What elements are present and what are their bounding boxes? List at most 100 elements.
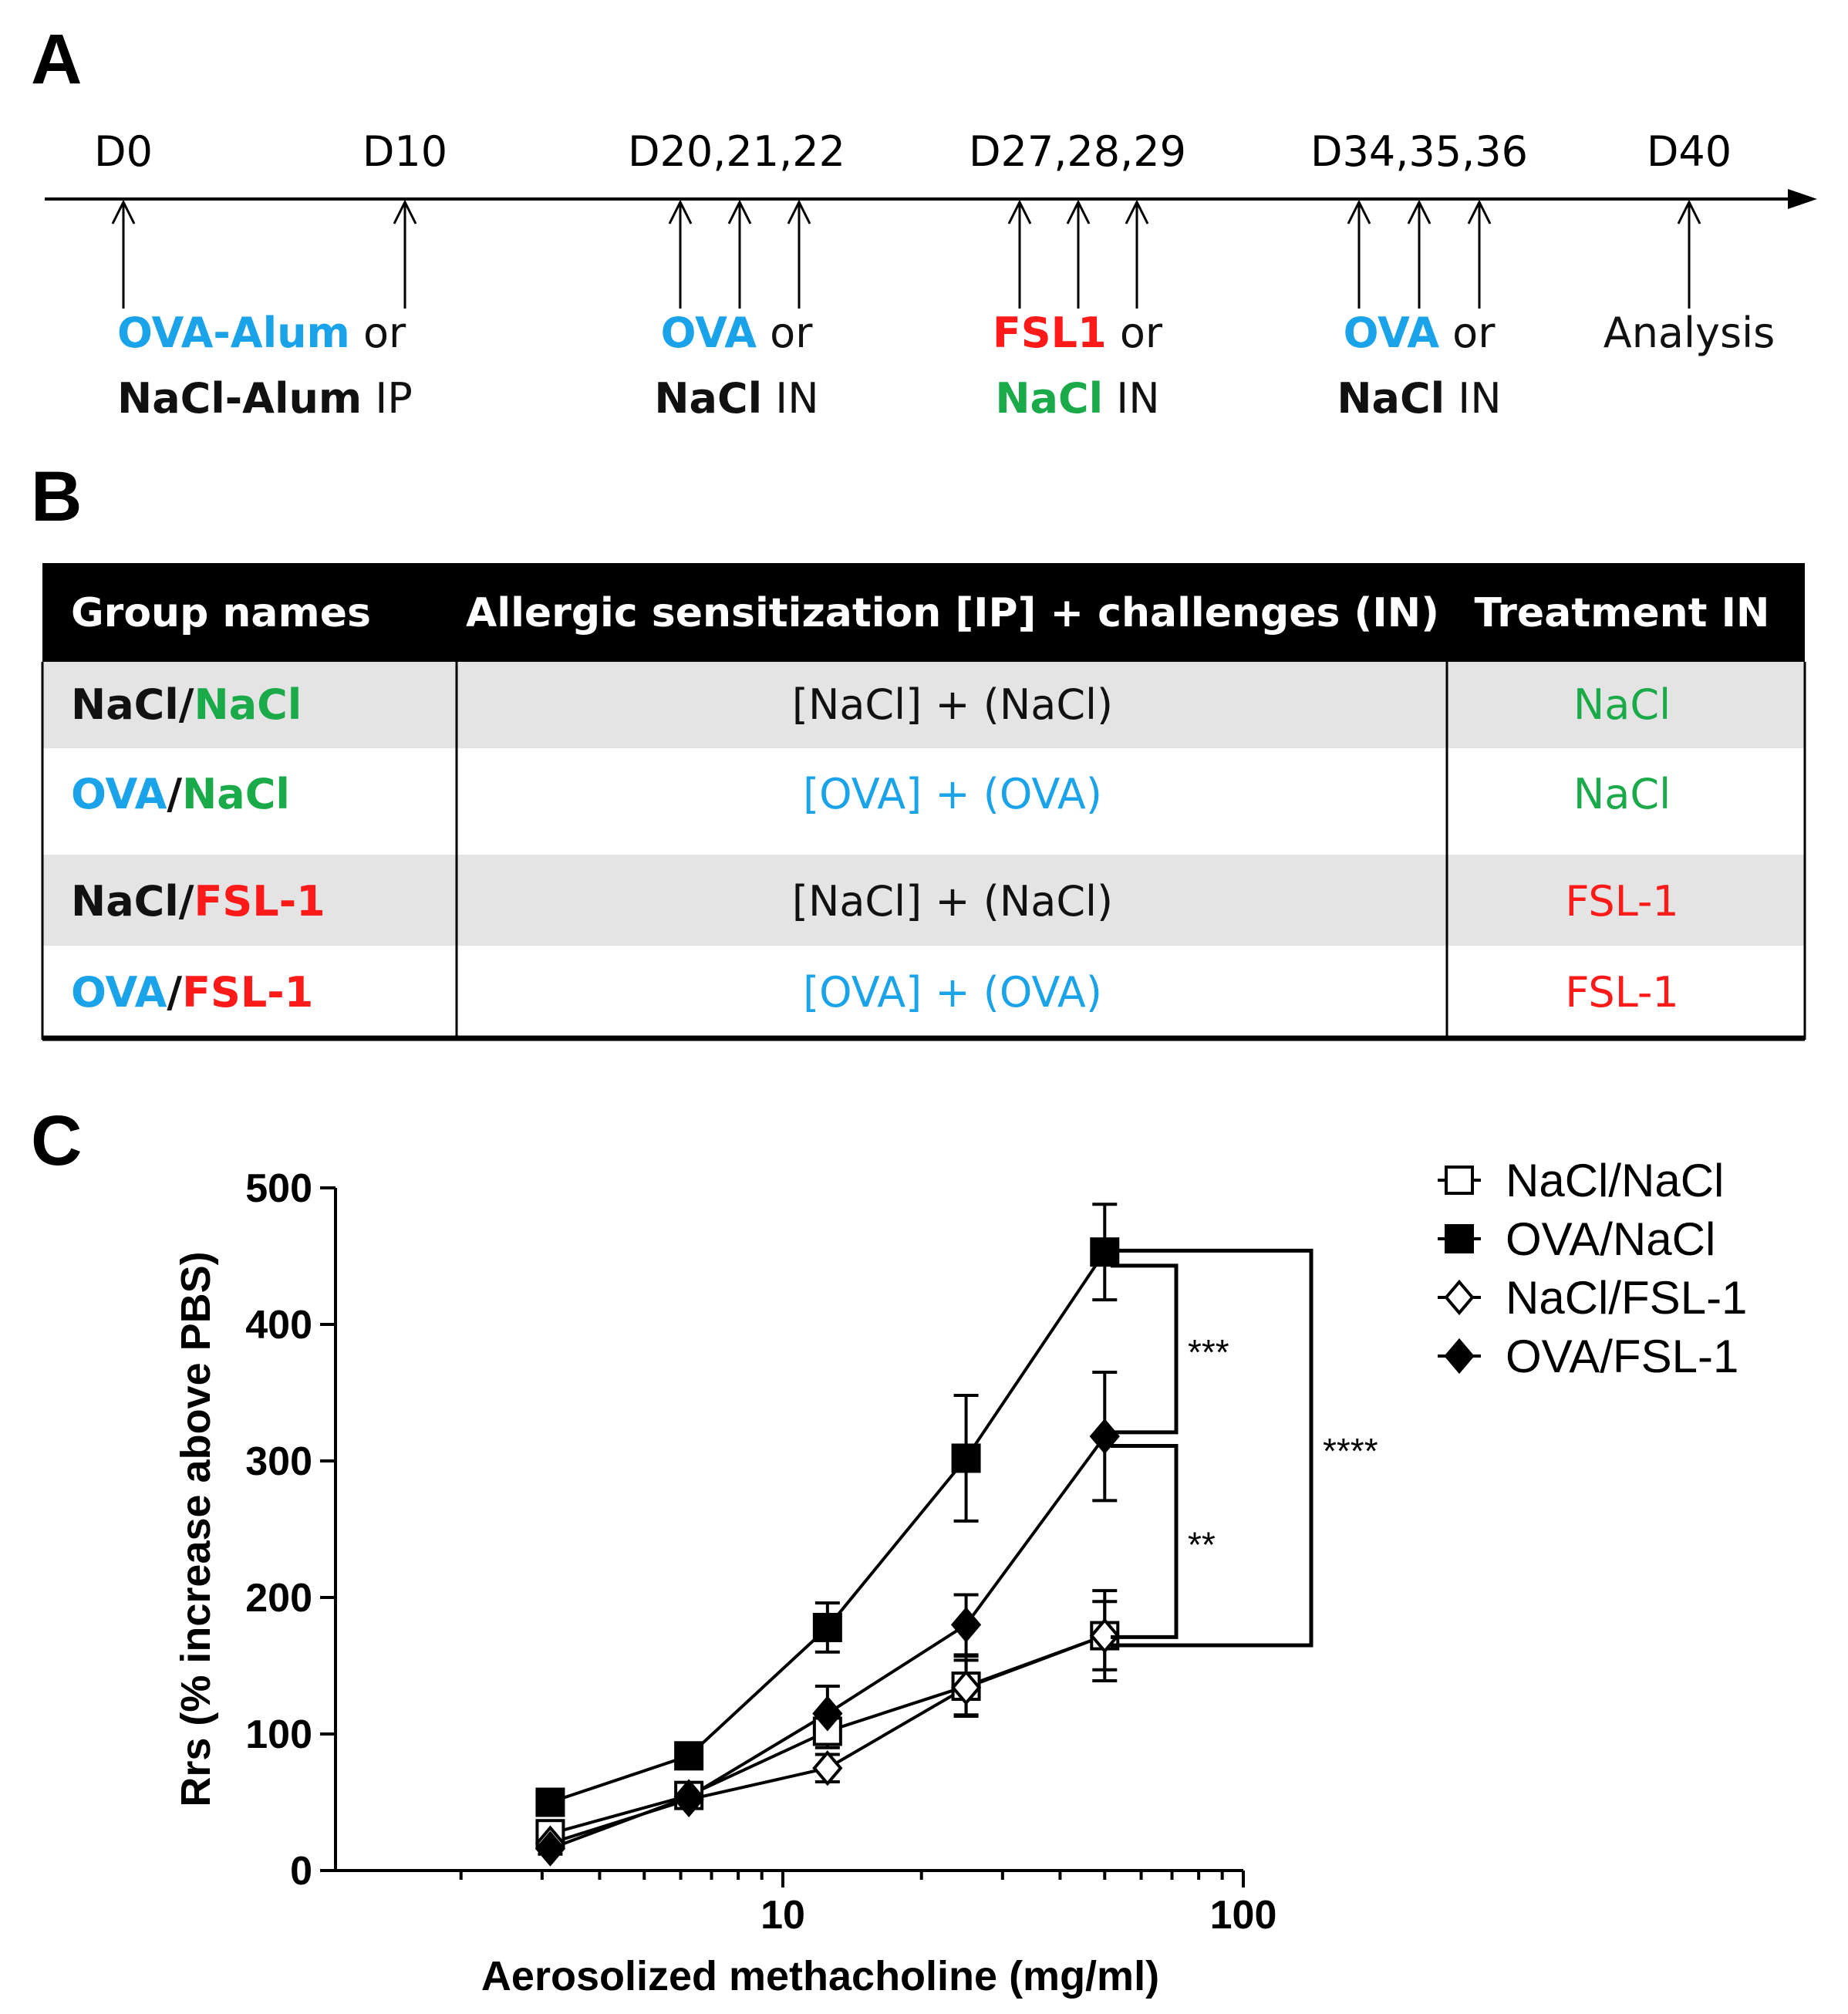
legend-item: NaCl/FSL-1 <box>1438 1272 1747 1324</box>
data-point <box>535 1830 566 1867</box>
timeline-arrowhead <box>1788 189 1817 209</box>
table-header-group: Group names <box>71 590 371 636</box>
arrow-d27 <box>1007 199 1032 309</box>
data-point <box>673 1779 704 1815</box>
y-tick-label: 300 <box>245 1439 312 1484</box>
event-challenge2-line1: OVA or <box>1344 309 1496 357</box>
chart-axes: 0 100 200 300 400 500 10 100 Aerosolized methach… <box>173 1166 1276 1999</box>
treatment-cell: FSL-1 <box>1565 877 1678 926</box>
groups-table: Group names Allergic sensitization [IP] … <box>41 563 1806 1041</box>
legend-label: OVA/FSL-1 <box>1506 1331 1738 1382</box>
arrow-d21 <box>727 199 752 309</box>
table-row-bg <box>42 662 1805 748</box>
arrow-d28 <box>1066 199 1091 309</box>
day-d20-22: D20,21,22 <box>628 127 845 176</box>
y-axis-label: Rrs (% increase above PBS) <box>173 1251 219 1807</box>
table-row-bg <box>42 748 1805 855</box>
data-point <box>950 1669 982 1705</box>
event-challenge1-line1: OVA or <box>661 309 814 357</box>
data-point <box>812 1695 843 1732</box>
x-tick-label: 100 <box>1210 1893 1277 1938</box>
arrow-d20 <box>668 199 693 309</box>
panel-b-letter: B <box>31 457 82 536</box>
legend-item: NaCl/NaCl <box>1438 1155 1724 1206</box>
day-d34-36: D34,35,36 <box>1310 127 1528 176</box>
y-tick-label: 0 <box>290 1849 312 1894</box>
legend-marker <box>1444 1338 1475 1375</box>
table-header-treatment: Treatment IN <box>1475 590 1770 636</box>
y-tick-label: 500 <box>245 1166 312 1211</box>
event-challenge1-line2: NaCl IN <box>654 374 818 423</box>
chart-series <box>535 1203 1120 1867</box>
data-point <box>812 1750 843 1786</box>
day-d40: D40 <box>1647 127 1732 176</box>
group-name: OVA/FSL-1 <box>71 968 313 1017</box>
legend-label: OVA/NaCl <box>1506 1213 1715 1265</box>
table-row: NaCl/NaCl [NaCl] + (NaCl) NaCl <box>71 680 1671 729</box>
legend-label: NaCl/NaCl <box>1506 1155 1724 1206</box>
y-tick-label: 200 <box>245 1576 312 1621</box>
arrow-d40 <box>1677 199 1701 309</box>
sensitization-cell: [NaCl] + (NaCl) <box>792 877 1113 926</box>
y-tick-label: 100 <box>245 1712 312 1757</box>
data-point <box>674 1741 704 1771</box>
significance-bracket <box>1111 1444 1179 1639</box>
significance-label: *** <box>1188 1332 1229 1372</box>
data-point <box>951 1443 981 1473</box>
event-treatment-line1: FSL1 or <box>993 309 1163 357</box>
significance-bracket <box>1111 1263 1179 1435</box>
table-row-bg <box>42 946 1805 1038</box>
event-challenge2-line2: NaCl IN <box>1337 374 1501 423</box>
legend-marker <box>1444 1279 1475 1316</box>
significance-brackets: ********* <box>1111 1248 1378 1648</box>
group-name: NaCl/FSL-1 <box>71 877 325 926</box>
series-markers <box>535 1419 1120 1867</box>
sensitization-cell: [NaCl] + (NaCl) <box>792 680 1113 729</box>
timeline: D0 D10 D20,21,22 D27,28,29 D34,35,36 D40… <box>45 127 1817 423</box>
arrow-d0 <box>111 199 136 309</box>
x-axis-label: Aerosolized methacholine (mg/ml) <box>481 1953 1159 1999</box>
data-point <box>535 1787 565 1817</box>
arrow-d36 <box>1467 199 1492 309</box>
table-header-bg <box>42 563 1805 662</box>
y-tick-label: 400 <box>245 1303 312 1348</box>
legend-marker <box>1445 1166 1474 1195</box>
legend-item: OVA/NaCl <box>1438 1213 1715 1265</box>
data-point <box>1089 1618 1120 1654</box>
group-name: NaCl/NaCl <box>71 680 302 729</box>
arrow-d10 <box>393 199 417 309</box>
table-row: OVA/FSL-1 [OVA] + (OVA) FSL-1 <box>71 968 1679 1017</box>
legend-label: NaCl/FSL-1 <box>1506 1272 1747 1324</box>
arrow-d34 <box>1347 199 1371 309</box>
event-analysis: Analysis <box>1604 309 1775 357</box>
event-treatment-line2: NaCl IN <box>995 374 1159 423</box>
x-tick-label: 10 <box>760 1893 805 1938</box>
arrow-d35 <box>1407 199 1432 309</box>
arrow-d29 <box>1125 199 1149 309</box>
treatment-cell: NaCl <box>1573 680 1671 729</box>
day-d0: D0 <box>94 127 153 176</box>
group-name: OVA/NaCl <box>71 770 290 818</box>
arrow-d22 <box>787 199 811 309</box>
data-point <box>950 1607 982 1643</box>
rrs-chart: 0 100 200 300 400 500 10 100 Aerosolized methach… <box>173 1155 1747 1999</box>
panel-c-letter: C <box>31 1101 82 1180</box>
data-point <box>812 1612 842 1642</box>
timeline-arrows <box>111 199 1701 309</box>
series-markers <box>535 1237 1120 1817</box>
chart-legend: NaCl/NaCl OVA/NaCl NaCl/FSL-1 OVA/FSL-1 <box>1438 1155 1747 1382</box>
legend-marker <box>1445 1224 1474 1253</box>
significance-bracket <box>1111 1248 1313 1648</box>
panel-a-letter: A <box>31 20 82 99</box>
event-sensitization-line2: NaCl-Alum IP <box>117 374 413 423</box>
table-row-bg <box>42 855 1805 946</box>
day-d27-29: D27,28,29 <box>969 127 1186 176</box>
sensitization-cell: [OVA] + (OVA) <box>803 770 1102 818</box>
table-row: OVA/NaCl [OVA] + (OVA) NaCl <box>71 770 1671 818</box>
day-d10: D10 <box>363 127 447 176</box>
sensitization-cell: [OVA] + (OVA) <box>803 968 1102 1017</box>
treatment-cell: FSL-1 <box>1565 968 1678 1017</box>
treatment-cell: NaCl <box>1573 770 1671 818</box>
event-sensitization-line1: OVA-Alum or <box>117 309 406 357</box>
